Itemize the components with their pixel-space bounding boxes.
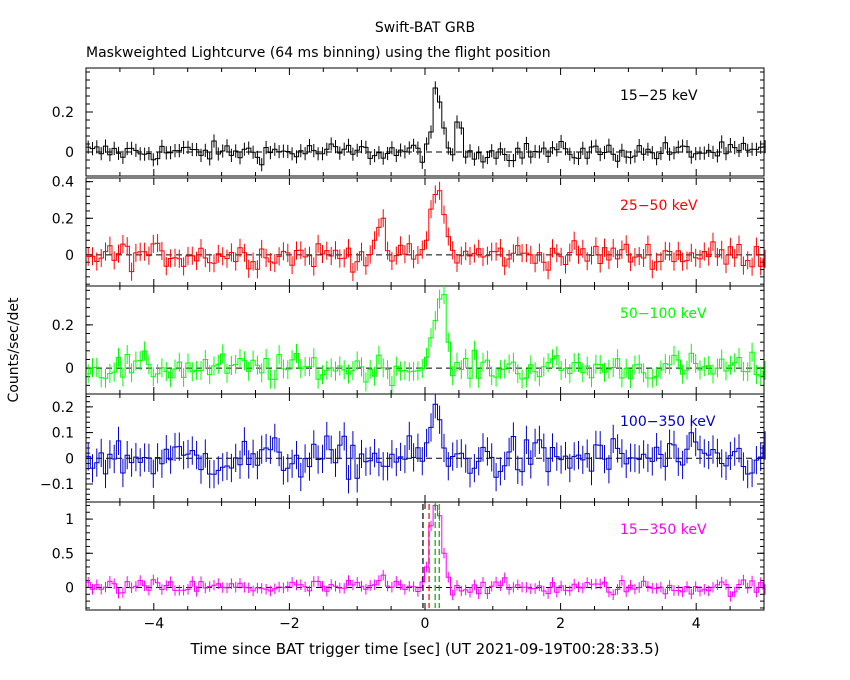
y-tick-label: 0 — [65, 248, 74, 264]
y-tick-label: 0.4 — [52, 175, 74, 191]
lightcurve-series — [86, 87, 764, 166]
error-bars — [87, 394, 766, 494]
panel-frame — [85, 285, 765, 395]
band-label-25-50: 25−50 keV — [620, 198, 698, 214]
x-axis-label: Time since BAT trigger time [sec] (UT 20… — [190, 640, 660, 658]
y-tick-label: 0.5 — [52, 546, 74, 562]
error-bars — [87, 181, 766, 282]
y-tick-label: 0 — [65, 361, 74, 377]
error-bars — [87, 286, 766, 394]
y-tick-label: 0 — [65, 145, 74, 161]
x-tick-label: −4 — [143, 616, 164, 632]
chart-subtitle: Maskweighted Lightcurve (64 ms binning) … — [86, 45, 551, 61]
error-bars — [87, 502, 766, 602]
lightcurve-series — [86, 504, 764, 597]
y-tick-label: 0.2 — [52, 400, 74, 416]
band-label-100-350: 100−350 keV — [620, 414, 716, 430]
y-tick-label: 0 — [65, 451, 74, 467]
chart-title: Swift-BAT GRB — [374, 20, 476, 36]
y-tick-label: 0.1 — [52, 426, 74, 442]
band-label-15-25: 15−25 keV — [620, 88, 698, 104]
y-tick-label: 0.2 — [52, 211, 74, 227]
x-tick-label: 2 — [556, 616, 565, 632]
band-label-50-100: 50−100 keV — [620, 306, 707, 322]
y-tick-label: 0.2 — [52, 318, 74, 334]
x-tick-label: 4 — [692, 616, 701, 632]
lightcurve-series — [86, 190, 764, 273]
x-tick-label: −2 — [279, 616, 300, 632]
error-bars — [87, 81, 766, 172]
x-tick-label: 0 — [421, 616, 430, 632]
y-tick-label: 0.2 — [52, 105, 74, 121]
y-tick-label: 1 — [65, 512, 74, 528]
y-tick-label: −0.1 — [40, 477, 74, 493]
band-label-15-350: 15−350 keV — [620, 522, 707, 538]
y-axis-label: Counts/sec/det — [6, 297, 22, 403]
y-tick-label: 0 — [65, 580, 74, 596]
panel-frame — [85, 177, 765, 287]
